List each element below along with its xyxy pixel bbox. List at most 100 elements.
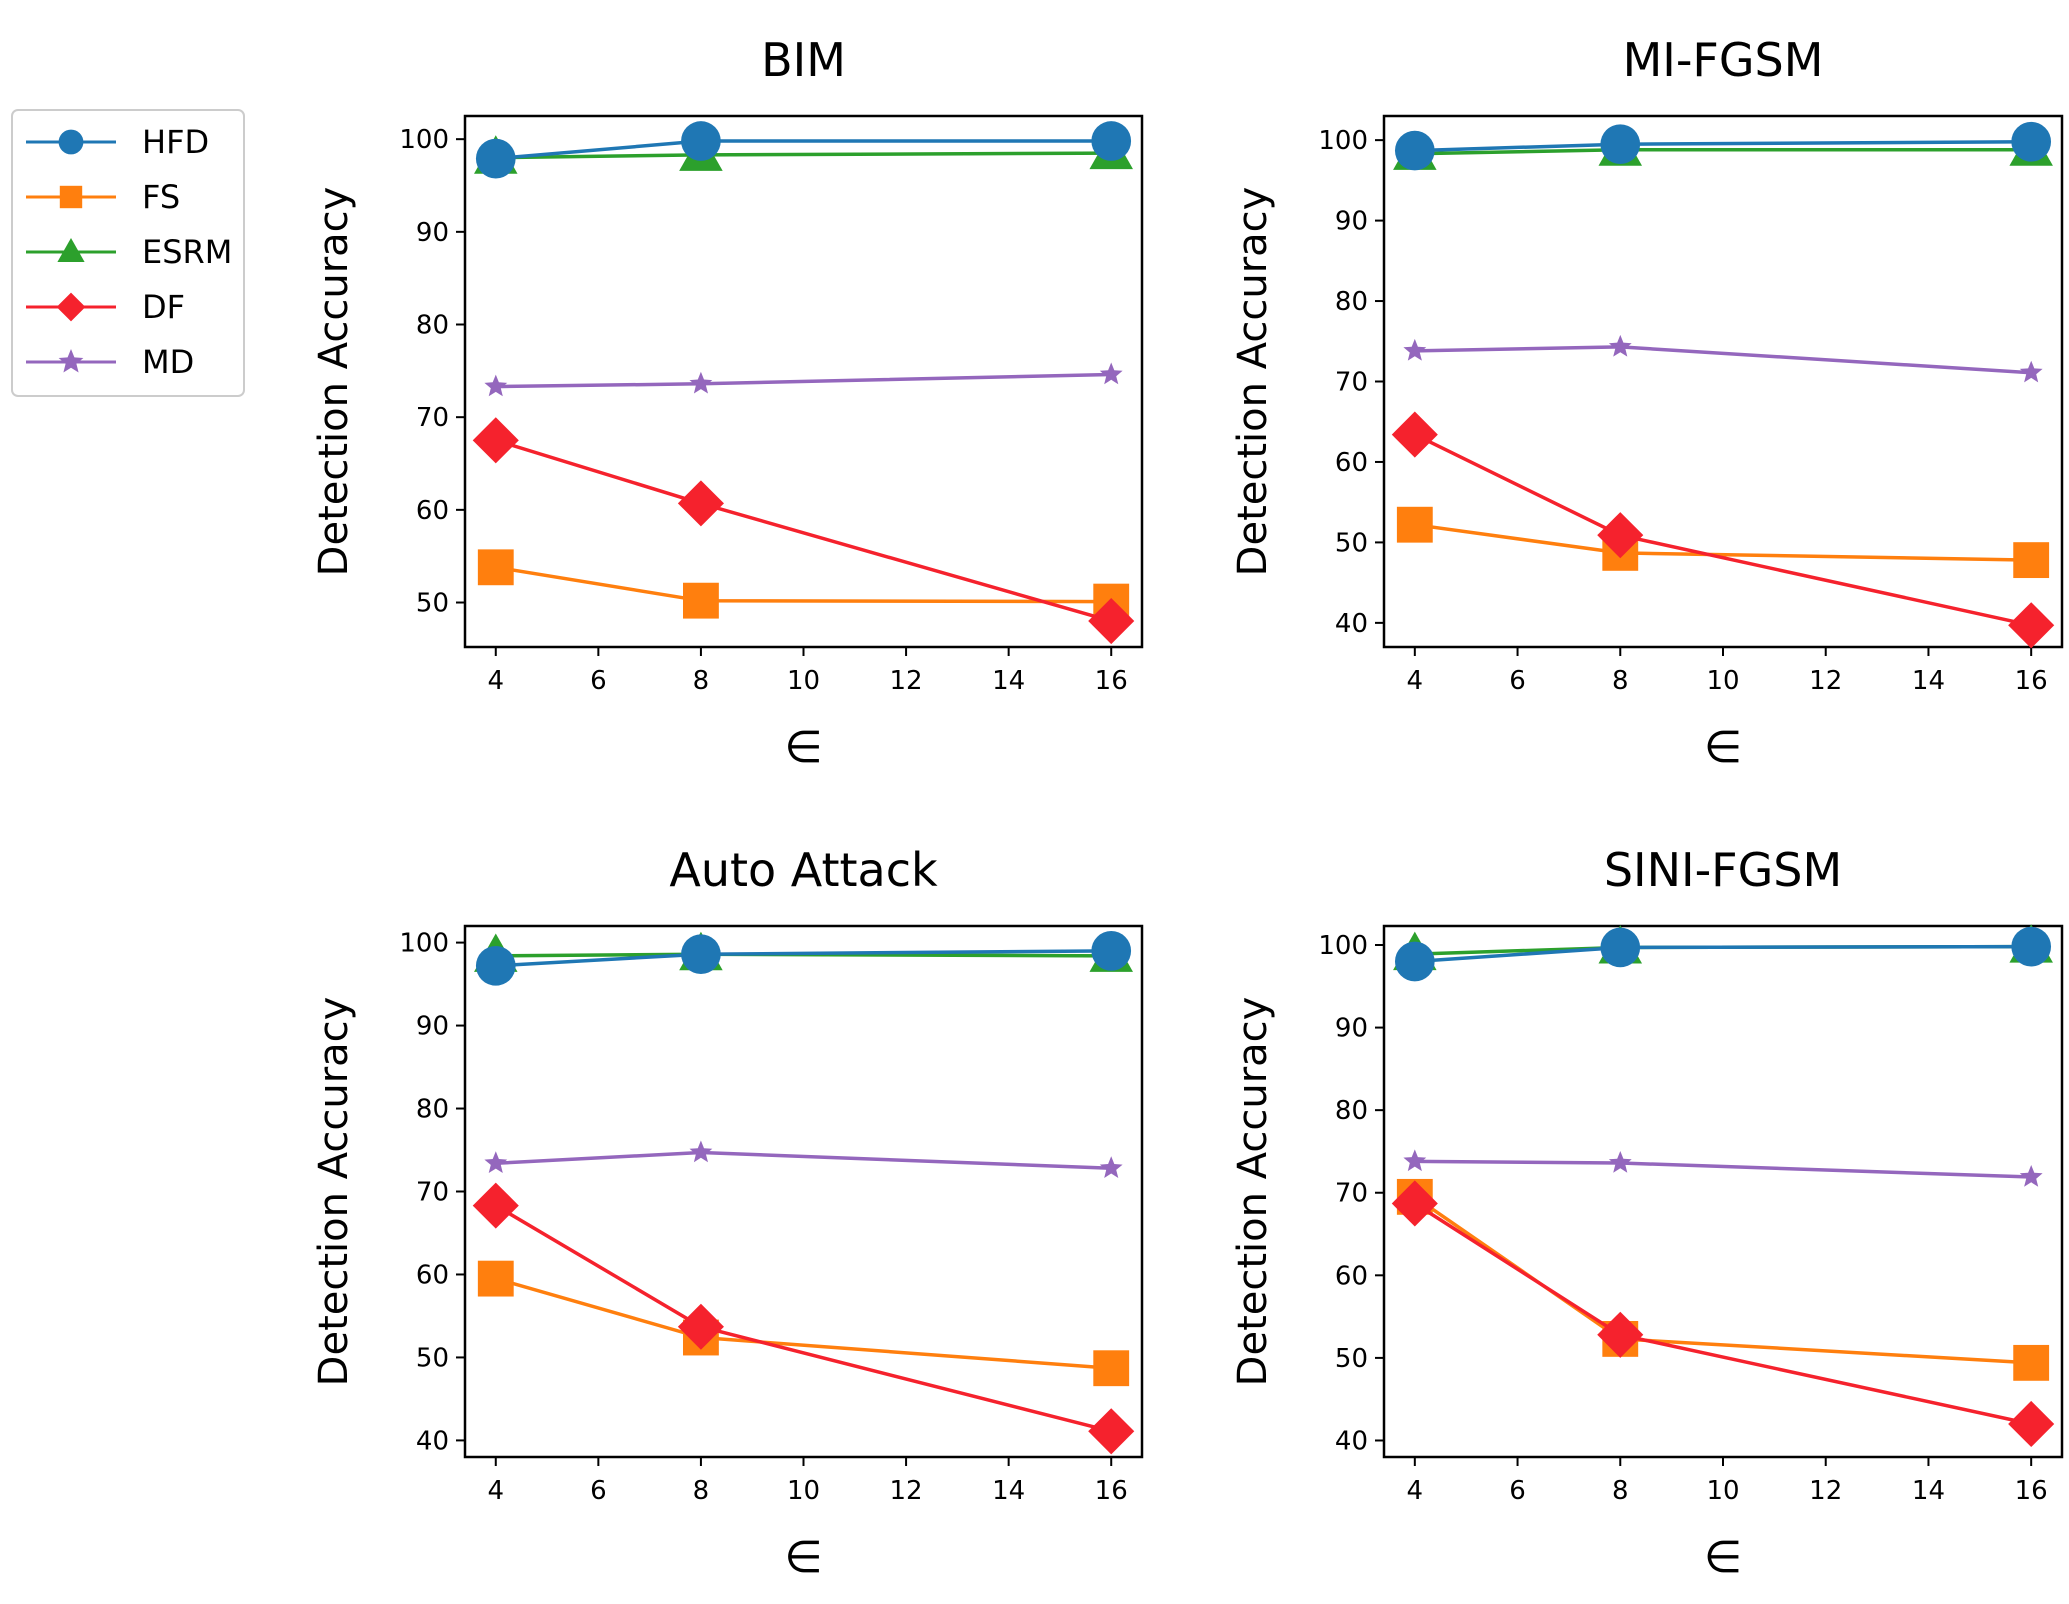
data-point xyxy=(1093,1350,1130,1387)
legend-marker-triangle xyxy=(57,238,85,262)
data-point xyxy=(472,1182,519,1229)
subplot-bim: BIM 50 60 70 80 90 100 4 6 8 10 12 14 16 Detection Acc… xyxy=(311,33,1144,773)
data-point xyxy=(1600,927,1641,968)
series-line xyxy=(495,438,1112,623)
series-line xyxy=(1414,522,2032,562)
legend-entry-hfd: HFD xyxy=(26,123,209,161)
x-tick-label: 14 xyxy=(992,666,1025,696)
data-point xyxy=(689,1140,713,1163)
data-point xyxy=(2008,1400,2055,1448)
data-point xyxy=(2019,360,2043,383)
x-tick-label: 16 xyxy=(2015,666,2048,696)
series-hfd xyxy=(1394,926,2052,982)
data-point xyxy=(1403,338,1427,361)
data-point xyxy=(475,945,516,986)
legend-label: DF xyxy=(142,288,185,326)
data-point xyxy=(1088,598,1135,645)
series-line xyxy=(1414,944,2032,964)
y-tick-label: 100 xyxy=(399,125,449,155)
y-tick-label: 80 xyxy=(416,1095,449,1125)
series-df xyxy=(472,1182,1135,1455)
x-tick-label: 8 xyxy=(1612,1476,1629,1506)
x-tick-label: 14 xyxy=(992,1476,1025,1506)
data-point xyxy=(2013,542,2050,579)
data-point xyxy=(1403,1149,1427,1172)
subplots: BIM 50 60 70 80 90 100 4 6 8 10 12 14 16 Detection Acc… xyxy=(311,33,2064,1583)
legend-marker-diamond xyxy=(56,292,86,322)
data-point xyxy=(2019,1165,2043,1187)
data-point xyxy=(1394,941,1435,982)
data-point xyxy=(1597,512,1644,559)
y-tick-label: 60 xyxy=(416,1260,449,1290)
data-point xyxy=(1088,1408,1135,1455)
x-axis-title: ∈ xyxy=(784,1532,822,1583)
x-tick-label: 8 xyxy=(1612,666,1629,696)
data-point xyxy=(677,480,724,527)
series-line xyxy=(1414,148,2032,156)
legend-label: ESRM xyxy=(142,233,232,271)
y-tick-label: 100 xyxy=(1318,931,1368,961)
y-axis-title: Detection Accuracy xyxy=(311,997,357,1387)
x-tick-label: 10 xyxy=(787,666,820,696)
plot-frame xyxy=(1382,924,2064,1459)
x-tick-label: 10 xyxy=(1706,1476,1739,1506)
data-point xyxy=(484,374,508,397)
data-point xyxy=(677,1303,724,1350)
y-tick-label: 80 xyxy=(416,311,449,341)
legend-label: FS xyxy=(142,178,180,216)
y-tick-label: 40 xyxy=(416,1426,449,1456)
series-line xyxy=(1414,433,2032,628)
series-df xyxy=(1391,1180,2055,1448)
x-tick-label: 14 xyxy=(1912,666,1945,696)
x-tick-label: 8 xyxy=(693,1476,710,1506)
series-line xyxy=(1413,1202,2032,1426)
series-md xyxy=(484,1140,1123,1178)
subplot-auto-attack: Auto Attack 40 50 60 70 80 90 100 4 6 8 10 12 14 16 Det… xyxy=(311,843,1144,1583)
subplot-title: BIM xyxy=(761,33,846,87)
x-tick-label: 12 xyxy=(1809,666,1842,696)
data-point xyxy=(2008,602,2055,649)
data-point xyxy=(681,934,721,975)
series-line xyxy=(1413,1195,2032,1365)
data-point xyxy=(1608,1151,1632,1173)
y-axis-title: Detection Accuracy xyxy=(1230,187,1276,577)
y-tick-label: 50 xyxy=(416,589,449,619)
y-tick-label: 90 xyxy=(1335,1014,1368,1044)
y-tick-label: 100 xyxy=(1318,126,1368,156)
data-point xyxy=(472,417,519,464)
x-tick-label: 6 xyxy=(590,1476,607,1506)
y-tick-label: 90 xyxy=(416,1012,449,1042)
x-tick-label: 12 xyxy=(890,666,923,696)
data-point xyxy=(477,1260,514,1297)
y-axis-title: Detection Accuracy xyxy=(1230,997,1276,1387)
x-tick-label: 6 xyxy=(1509,1476,1526,1506)
x-tick-label: 16 xyxy=(1095,666,1128,696)
series-md xyxy=(1403,1149,2043,1187)
data-point xyxy=(2013,1344,2050,1381)
series-line xyxy=(494,1204,1112,1433)
data-point xyxy=(1091,121,1132,161)
data-point xyxy=(477,549,514,586)
y-tick-label: 90 xyxy=(416,218,449,248)
x-tick-label: 16 xyxy=(1095,1476,1128,1506)
x-tick-label: 10 xyxy=(1706,666,1739,696)
data-point xyxy=(1396,506,1433,543)
y-tick-label: 70 xyxy=(1335,368,1368,398)
series-fs xyxy=(477,549,1130,620)
series-line xyxy=(1414,345,2032,375)
data-point xyxy=(484,1151,508,1173)
x-tick-label: 8 xyxy=(693,666,710,696)
y-tick-label: 50 xyxy=(416,1343,449,1373)
data-point xyxy=(1394,130,1435,171)
plot-frame xyxy=(463,924,1144,1459)
y-tick-label: 70 xyxy=(416,403,449,433)
series-fs xyxy=(1396,506,2050,579)
y-tick-label: 40 xyxy=(1335,1426,1368,1456)
subplot-title: MI-FGSM xyxy=(1623,33,1824,87)
subplot-title: Auto Attack xyxy=(669,843,938,897)
y-axis-title: Detection Accuracy xyxy=(311,187,357,577)
series-df xyxy=(1391,411,2055,649)
data-point xyxy=(1597,1311,1644,1358)
x-tick-label: 16 xyxy=(2015,1476,2048,1506)
data-point xyxy=(2011,121,2052,162)
